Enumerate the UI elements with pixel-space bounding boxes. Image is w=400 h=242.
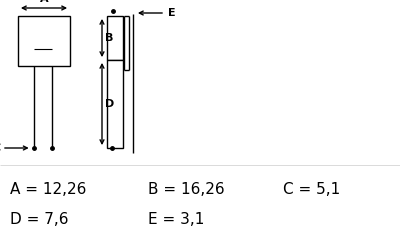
Bar: [18, 16, 70, 66]
Text: C: C: [0, 143, 1, 153]
Text: D = 7,6: D = 7,6: [10, 212, 68, 227]
Text: E: E: [168, 8, 176, 18]
Text: B = 16,26: B = 16,26: [148, 182, 225, 197]
Text: A: A: [40, 0, 48, 4]
Bar: [107, 16, 123, 60]
Text: D: D: [105, 99, 114, 109]
Text: B: B: [105, 33, 113, 43]
Text: E = 3,1: E = 3,1: [148, 212, 204, 227]
Text: C = 5,1: C = 5,1: [283, 182, 340, 197]
Text: A = 12,26: A = 12,26: [10, 182, 86, 197]
Bar: [107, 60, 123, 148]
